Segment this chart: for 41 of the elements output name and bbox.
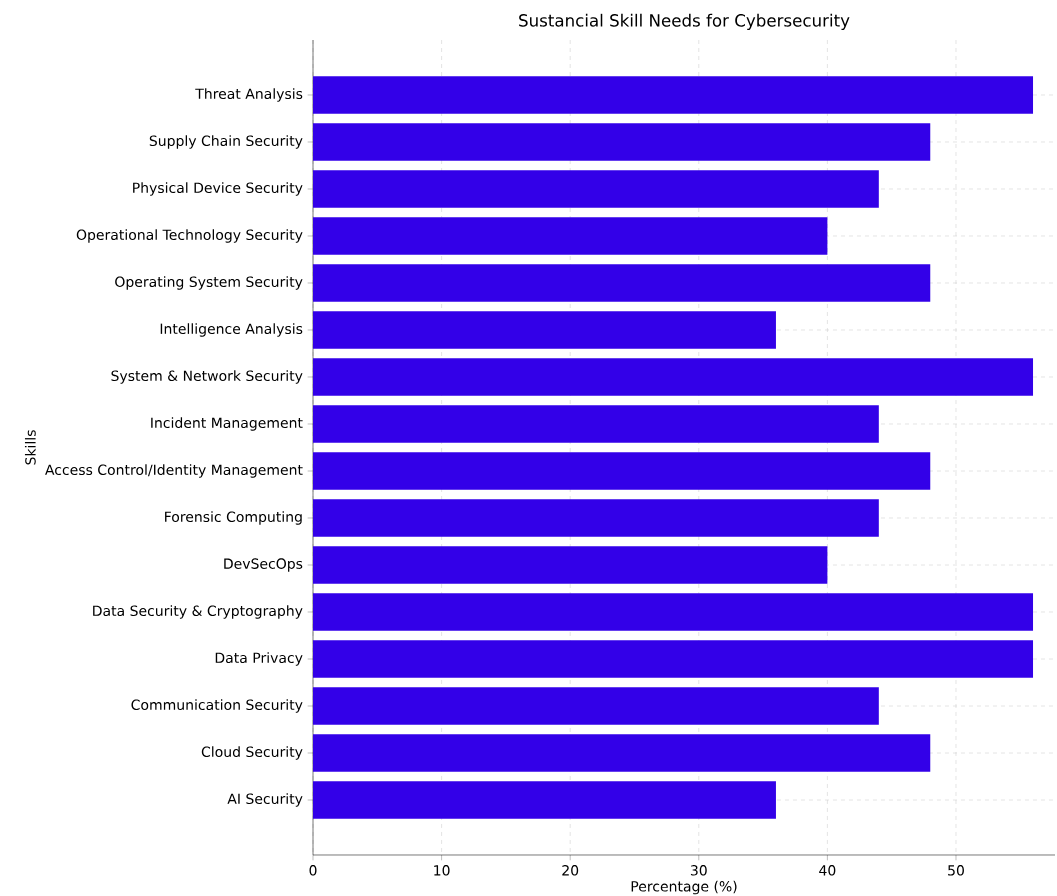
bar (313, 687, 879, 725)
x-tick-label: 50 (948, 865, 964, 876)
y-tick-label: System & Network Security (111, 370, 303, 384)
bar (313, 264, 931, 302)
bar (313, 217, 828, 255)
bar (313, 123, 931, 161)
bar (313, 734, 931, 772)
bar (313, 640, 1034, 678)
y-tick-label: Cloud Security (201, 746, 303, 760)
x-axis-title: Percentage (%) (631, 880, 737, 895)
y-tick-label: Forensic Computing (165, 511, 302, 525)
x-tick-label: 30 (690, 865, 707, 876)
x-tick-label: 0 (309, 865, 317, 876)
y-axis-title: Skills (24, 430, 36, 465)
y-tick-label: Data Privacy (215, 652, 303, 666)
y-tick-label: Physical Device Security (133, 182, 303, 196)
bar (313, 546, 828, 584)
x-tick-label: 40 (819, 865, 836, 876)
y-tick-label: AI Security (227, 793, 303, 807)
y-tick-label: Access Control/Identity Management (45, 464, 303, 478)
x-tick-label: 20 (562, 865, 579, 876)
bar (313, 76, 1034, 114)
chart-title: Sustancial Skill Needs for Cybersecurity (519, 13, 850, 30)
bar (313, 358, 1034, 396)
y-tick-label: Operating System Security (115, 276, 303, 290)
y-tick-label: DevSecOps (224, 558, 303, 572)
y-tick-label: Data Security & Cryptography (93, 605, 303, 619)
x-tick-label: 10 (434, 865, 450, 876)
bar (313, 452, 931, 490)
bar (313, 311, 776, 349)
bar (313, 405, 879, 443)
y-tick-label: Supply Chain Security (149, 135, 303, 149)
bar (313, 593, 1034, 631)
bar (313, 781, 776, 819)
y-tick-label: Threat Analysis (195, 88, 303, 102)
bar (313, 499, 879, 537)
y-tick-label: Intelligence Analysis (160, 323, 303, 337)
y-tick-label: Communication Security (131, 699, 303, 713)
bar (313, 170, 879, 208)
y-tick-label: Operational Technology Security (76, 229, 303, 243)
y-tick-label: Incident Management (151, 417, 303, 431)
